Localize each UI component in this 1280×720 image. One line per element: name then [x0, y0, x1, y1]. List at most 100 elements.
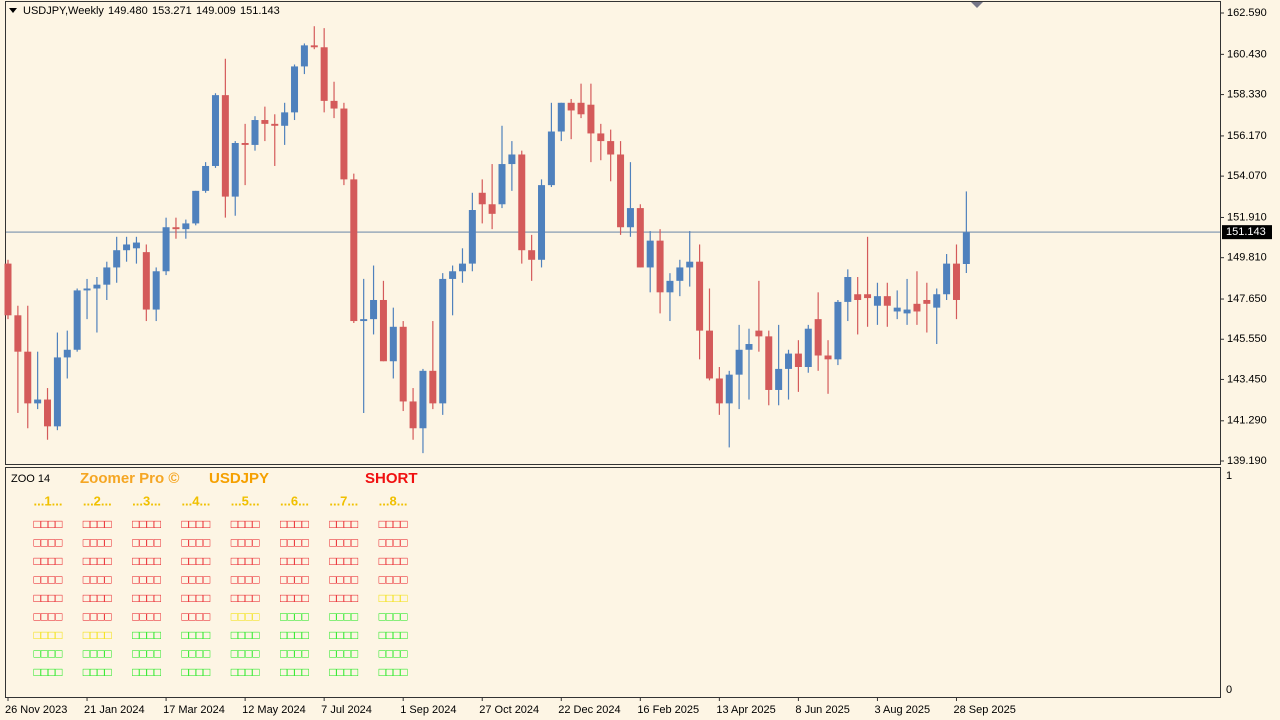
candle-body	[933, 294, 941, 308]
signal-cell: □□□□	[181, 610, 210, 624]
candle-body	[686, 261, 694, 268]
candle-body	[221, 95, 229, 197]
candle-body	[281, 112, 289, 126]
signal-cell: □□□□	[329, 554, 358, 568]
signal-cell: □□□□	[83, 628, 112, 642]
candle-body	[725, 374, 733, 404]
signal-cell: □□□□	[379, 573, 408, 587]
column-header: ...1...	[34, 493, 63, 508]
x-tick-label: 13 Apr 2025	[716, 704, 775, 716]
signal-cell: □□□□	[34, 591, 63, 605]
x-tick-label: 28 Sep 2025	[953, 704, 1015, 716]
candle-body	[103, 267, 111, 285]
candle-body	[4, 263, 12, 316]
symbol-label: USDJPY,Weekly	[23, 5, 104, 17]
candle-body	[123, 244, 131, 251]
candle-body	[557, 102, 565, 132]
signal-cell: □□□□	[280, 591, 309, 605]
signal-cell: □□□□	[181, 573, 210, 587]
column-header: ...7...	[329, 493, 358, 508]
signal-cell: □□□□	[83, 573, 112, 587]
candle-body	[320, 47, 328, 101]
menu-arrow[interactable]	[9, 8, 17, 13]
candle-body	[775, 368, 783, 390]
signal-cell: □□□□	[379, 628, 408, 642]
signal-cell: □□□□	[280, 610, 309, 624]
candle-body	[370, 299, 378, 320]
candle-body	[350, 179, 358, 322]
candle-body	[646, 240, 654, 268]
signal-cell: □□□□	[181, 517, 210, 531]
signal-cell: □□□□	[181, 536, 210, 550]
x-tick-label: 17 Mar 2024	[163, 704, 225, 716]
signal-cell: □□□□	[83, 554, 112, 568]
candle-body	[439, 278, 447, 404]
candle-body	[211, 95, 219, 166]
candle-body	[696, 261, 704, 331]
signal-cell: □□□□	[231, 628, 260, 642]
candle-body	[923, 299, 931, 304]
signal-cell: □□□□	[231, 665, 260, 679]
indicator-name: ZOO 14	[11, 473, 50, 485]
candle-body	[666, 280, 674, 293]
candle-body	[231, 143, 239, 197]
candle-body	[834, 301, 842, 360]
candle-body	[804, 328, 812, 367]
y-tick-label: 143.450	[1227, 373, 1267, 385]
candle-body	[705, 330, 713, 379]
candle-body	[952, 263, 960, 300]
candle-body	[271, 123, 279, 126]
candle-body	[962, 232, 970, 264]
x-tick-label: 3 Aug 2025	[874, 704, 930, 716]
signal-cell: □□□□	[379, 591, 408, 605]
signal-cell: □□□□	[329, 665, 358, 679]
signal-cell: □□□□	[379, 554, 408, 568]
candle-body	[735, 349, 743, 375]
candle-body	[547, 131, 555, 186]
candle-body	[24, 351, 32, 404]
candle-body	[864, 294, 872, 299]
close-label: 151.143	[240, 5, 280, 17]
open-label: 149.480	[108, 5, 148, 17]
signal-cell: □□□□	[231, 573, 260, 587]
indicator-scale-top: 1	[1226, 470, 1232, 482]
candle-body	[468, 210, 476, 264]
signal-cell: □□□□	[280, 517, 309, 531]
candle-body	[478, 192, 486, 205]
candle-body	[132, 242, 140, 249]
indicator-signal: SHORT	[365, 470, 418, 487]
candle-body	[755, 330, 763, 337]
x-tick-label: 26 Nov 2023	[5, 704, 67, 716]
signal-cell: □□□□	[181, 665, 210, 679]
x-tick-label: 12 May 2024	[242, 704, 306, 716]
y-tick-label: 147.650	[1227, 293, 1267, 305]
x-tick-label: 8 Jun 2025	[795, 704, 849, 716]
y-tick-label: 145.550	[1227, 333, 1267, 345]
signal-cell: □□□□	[34, 647, 63, 661]
candle-body	[419, 370, 427, 429]
signal-cell: □□□□	[231, 536, 260, 550]
signal-cell: □□□□	[181, 554, 210, 568]
signal-cell: □□□□	[132, 536, 161, 550]
candle-body	[883, 296, 891, 306]
candle-body	[429, 370, 437, 404]
candle-body	[330, 100, 338, 109]
candle-body	[873, 296, 881, 306]
signal-cell: □□□□	[379, 536, 408, 550]
candle-body	[172, 227, 180, 230]
candle-body	[14, 315, 22, 352]
shift-marker[interactable]	[971, 2, 983, 8]
candle-body	[636, 208, 644, 268]
candle-body	[34, 399, 42, 404]
candle-body	[93, 284, 101, 289]
signal-cell: □□□□	[132, 591, 161, 605]
signal-cell: □□□□	[132, 573, 161, 587]
candle-body	[824, 355, 832, 360]
signal-cell: □□□□	[83, 665, 112, 679]
candle-body	[715, 378, 723, 404]
signal-cell: □□□□	[280, 573, 309, 587]
column-header: ...3...	[132, 493, 161, 508]
signal-cell: □□□□	[329, 591, 358, 605]
candle-body	[528, 250, 536, 260]
